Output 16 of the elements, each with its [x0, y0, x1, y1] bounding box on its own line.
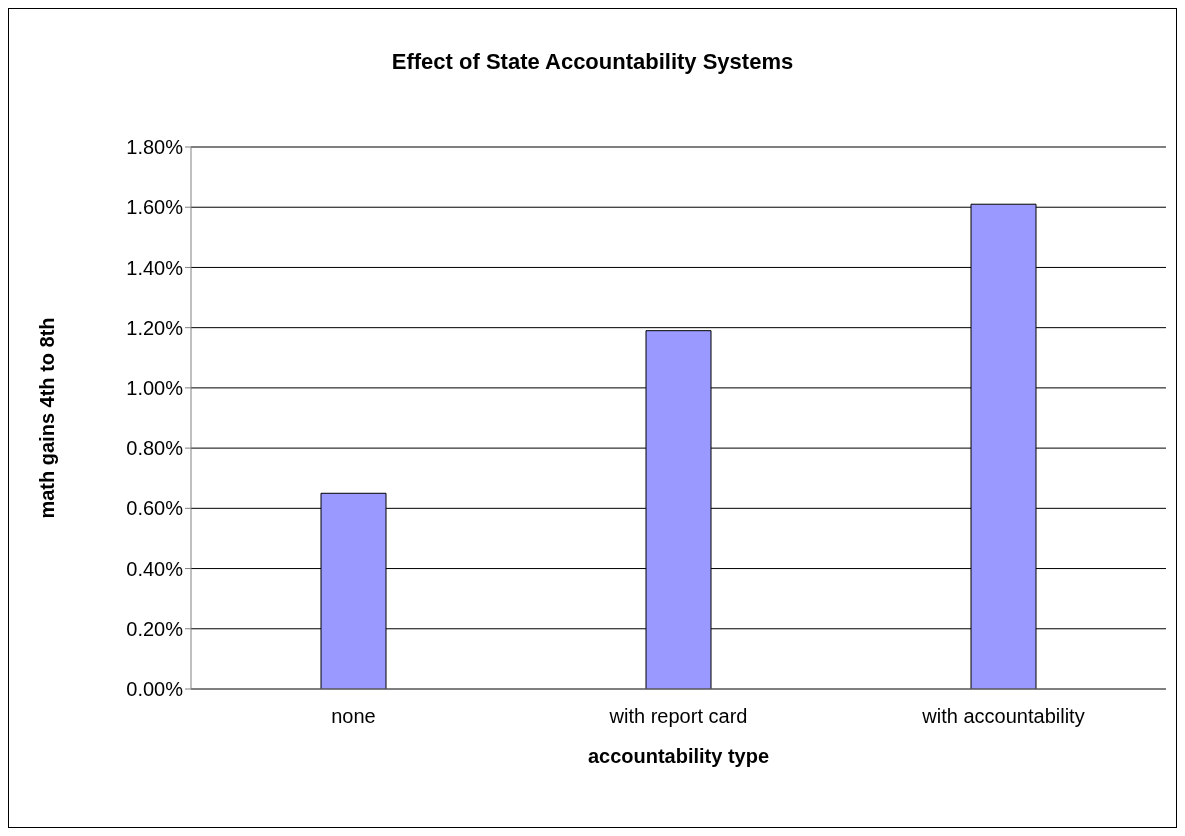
chart-title: Effect of State Accountability Systems	[390, 49, 795, 75]
y-tick-label: 1.20%	[126, 316, 184, 339]
y-tick-label: 0.60%	[126, 497, 184, 520]
x-tick-label: with report card	[608, 705, 748, 728]
x-tick-label: with accountability	[921, 705, 1085, 728]
x-axis-title: accountability type	[586, 745, 771, 768]
x-tick-label: none	[331, 705, 376, 728]
y-tick-label: 1.40%	[126, 256, 184, 279]
y-tick-label: 0.20%	[126, 617, 184, 640]
y-tick-label: 0.80%	[126, 437, 184, 460]
y-axis-title: math gains 4th to 8th	[35, 317, 59, 519]
y-tick-label: 0.00%	[126, 678, 184, 701]
y-tick-label: 0.40%	[126, 557, 184, 580]
y-tick-label: 1.60%	[126, 196, 184, 219]
y-tick-label: 1.00%	[126, 376, 184, 399]
y-tick-label: 1.80%	[126, 136, 184, 159]
